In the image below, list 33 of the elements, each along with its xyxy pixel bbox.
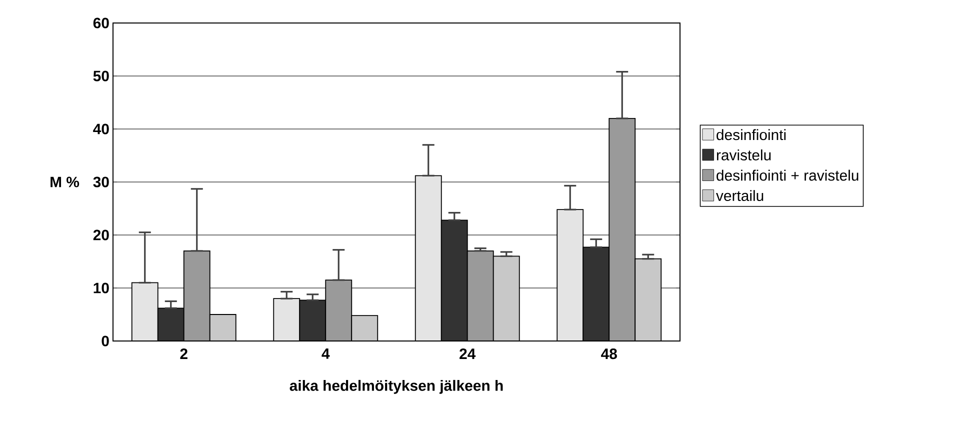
bar [299,300,326,341]
bar [415,176,442,341]
legend-label: vertailu [716,190,764,202]
legend-label: desinfiointi + ravistelu [716,170,858,181]
legend-label: ravistelu [716,149,771,160]
bar [493,256,520,341]
bar [467,250,494,341]
bar [556,209,584,341]
bar [351,315,378,341]
y-tick-label: 0 [102,336,109,346]
y-tick-label: 10 [94,282,109,294]
bar [131,282,158,341]
bar [157,308,184,341]
y-tick-label: 50 [93,70,109,82]
bar [608,118,636,341]
x-tick-label: 24 [460,348,476,359]
legend-label: desinfiointi [716,129,786,140]
x-tick-label: 2 [180,348,188,359]
x-tick-label: 4 [322,348,330,359]
bar [441,220,468,341]
bar [273,298,300,341]
bar [325,280,352,341]
bar [183,250,210,341]
x-axis-title: aika hedelmöityksen jälkeen h [290,380,503,394]
bar [582,246,610,341]
y-axis-title: M % [50,176,80,188]
y-tick-label: 40 [93,124,109,134]
x-tick-label: 48 [601,348,617,360]
y-tick-label: 60 [93,18,109,28]
bar [634,258,662,341]
y-tick-label: 30 [93,176,109,188]
bar [209,314,236,341]
y-tick-label: 20 [93,230,109,240]
